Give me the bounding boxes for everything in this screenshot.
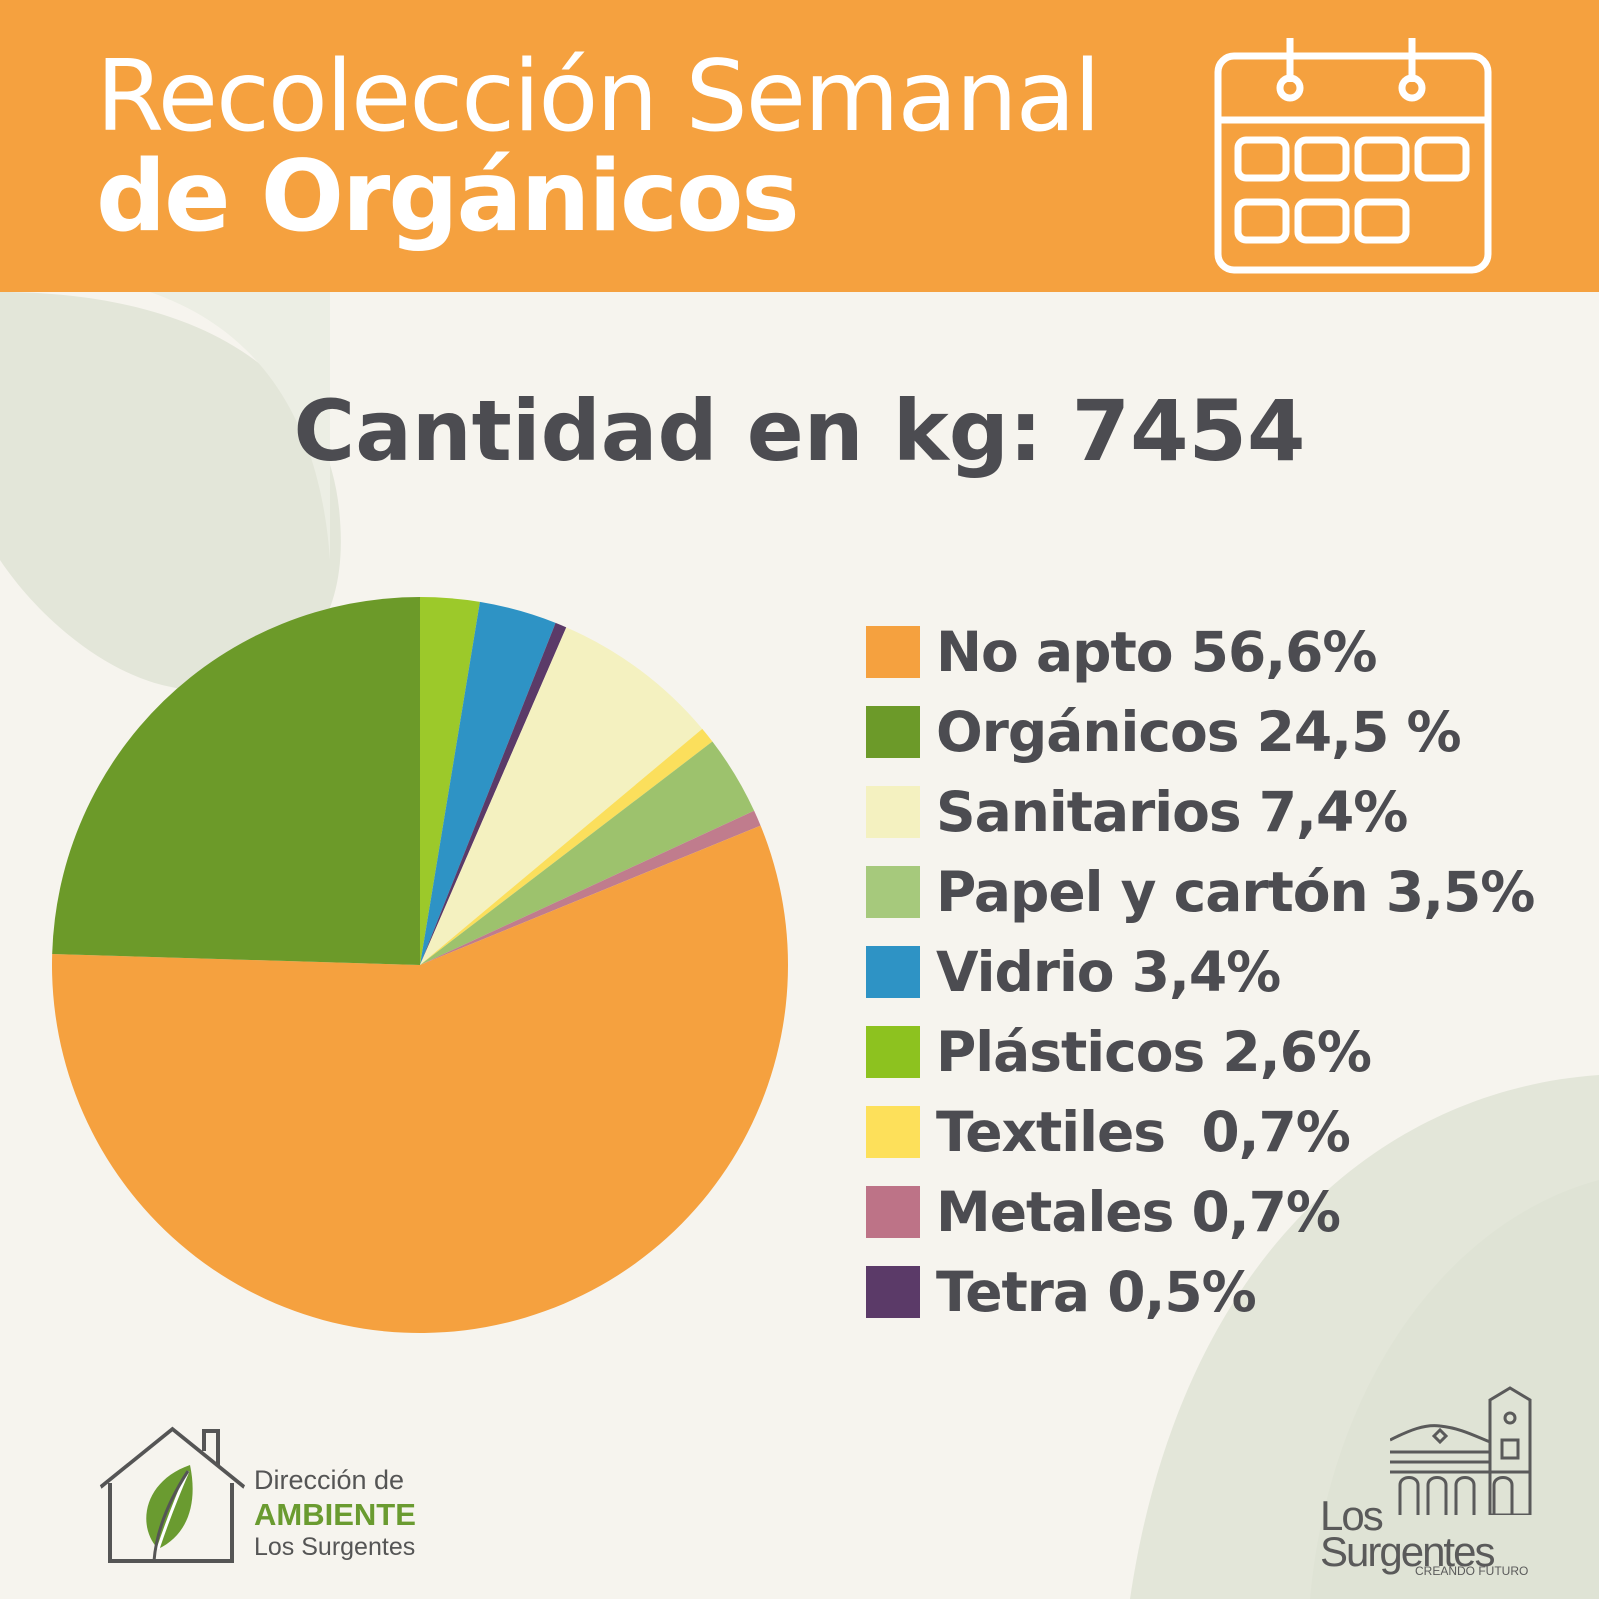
legend-swatch (866, 1106, 920, 1158)
surgentes-tagline: CREANDO FUTURO (1415, 1564, 1529, 1578)
legend-item: Plásticos 2,6% (866, 1012, 1586, 1092)
pie-slice-6 (420, 810, 761, 965)
legend-label: Vidrio 3,4% (936, 940, 1281, 1004)
legend-label: No apto 56,6% (936, 620, 1377, 684)
ambiente-line3: Los Surgentes (254, 1533, 416, 1561)
legend-swatch (866, 1186, 920, 1238)
total-quantity: Cantidad en kg: 7454 (293, 382, 1306, 480)
legend-item: No apto 56,6% (866, 612, 1586, 692)
ambiente-line2: AMBIENTE (254, 1497, 416, 1532)
legend-item: Papel y cartón 3,5% (866, 852, 1586, 932)
page-subtitle: de Orgánicos (96, 140, 800, 254)
legend-label: Sanitarios 7,4% (936, 780, 1408, 844)
ambiente-line1: Dirección de (254, 1465, 405, 1495)
legend-label: Orgánicos 24,5 % (936, 700, 1462, 764)
legend-swatch (866, 786, 920, 838)
house-leaf-icon (99, 1426, 246, 1563)
pie-slice-7 (51, 825, 788, 1333)
legend-label: Plásticos 2,6% (936, 1020, 1372, 1084)
pie-slice-1 (420, 601, 556, 965)
legend-swatch (866, 946, 920, 998)
chart-legend: No apto 56,6% Orgánicos 24,5 % Sanitarios … (866, 612, 1586, 1332)
legend-swatch (866, 866, 920, 918)
legend-item: Textiles 0,7% (866, 1092, 1586, 1172)
header-banner: Recolección Semanal de Orgánicos (0, 0, 1599, 292)
legend-swatch (866, 1026, 920, 1078)
calendar-icon (1214, 38, 1492, 274)
page-title: Recolección Semanal (96, 40, 1101, 154)
pie-slice-0 (420, 597, 480, 965)
legend-label: Papel y cartón 3,5% (936, 860, 1535, 924)
legend-label: Tetra 0,5% (936, 1260, 1257, 1324)
pie-slice-2 (420, 622, 567, 965)
legend-label: Metales 0,7% (936, 1180, 1341, 1244)
legend-swatch (866, 1266, 920, 1318)
pie-slice-4 (420, 728, 713, 965)
legend-item: Sanitarios 7,4% (866, 772, 1586, 852)
los-surgentes-logo: Los Surgentes CREANDO FUTURO (1320, 1380, 1540, 1580)
pie-slice-3 (420, 627, 703, 965)
pie-slice-8 (52, 597, 420, 965)
legend-swatch (866, 706, 920, 758)
pie-slice-5 (420, 741, 755, 965)
pie-chart (51, 597, 788, 1333)
legend-swatch (866, 626, 920, 678)
ambiente-logo: Dirección de AMBIENTE Los Surgentes (96, 1425, 456, 1565)
surgentes-line2: Surgentes (1320, 1528, 1495, 1575)
legend-item: Metales 0,7% (866, 1172, 1586, 1252)
legend-item: Tetra 0,5% (866, 1252, 1586, 1332)
legend-item: Orgánicos 24,5 % (866, 692, 1586, 772)
legend-label: Textiles 0,7% (936, 1100, 1351, 1164)
legend-item: Vidrio 3,4% (866, 932, 1586, 1012)
surgentes-line1: Los (1320, 1492, 1384, 1539)
church-building-icon (1390, 1386, 1532, 1515)
